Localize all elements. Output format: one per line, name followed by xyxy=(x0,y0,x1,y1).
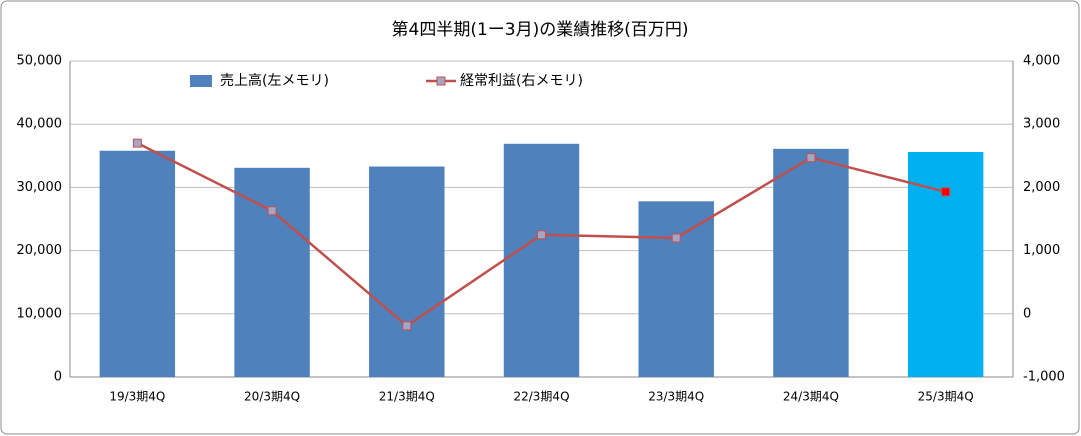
bar xyxy=(234,167,310,377)
bar xyxy=(638,201,714,377)
y2-tick-label: 0 xyxy=(1023,306,1031,321)
bar xyxy=(99,150,176,377)
y2-tick-label: 2,000 xyxy=(1023,180,1060,195)
legend-label: 経常利益(右メモリ) xyxy=(460,73,583,89)
x-tick-label: 19/3期4Q xyxy=(109,390,165,404)
marker xyxy=(806,153,816,163)
marker xyxy=(132,138,142,148)
marker xyxy=(941,187,951,197)
y2-tick-label: 1,000 xyxy=(1023,243,1060,258)
y-tick-label: 20,000 xyxy=(17,243,63,258)
legend-swatch xyxy=(436,76,446,86)
legend-label: 売上高(左メモリ) xyxy=(220,72,329,89)
x-tick-label: 22/3期4Q xyxy=(513,390,569,404)
x-tick-label: 23/3期4Q xyxy=(648,390,704,404)
y-tick-label: 50,000 xyxy=(17,54,63,69)
x-tick-label: 20/3期4Q xyxy=(244,390,300,404)
y2-tick-label: 3,000 xyxy=(1023,117,1060,132)
marker xyxy=(267,206,277,216)
y-tick-label: 0 xyxy=(54,370,62,385)
y-tick-label: 40,000 xyxy=(17,117,63,132)
marker xyxy=(671,233,681,243)
bar xyxy=(369,166,445,377)
y2-tick-label: 4,000 xyxy=(1023,54,1060,69)
marker xyxy=(402,321,412,331)
x-tick-label: 25/3期4Q xyxy=(918,390,974,404)
bar xyxy=(773,148,849,377)
legend-swatch xyxy=(190,75,212,87)
y-tick-label: 10,000 xyxy=(17,306,63,321)
marker xyxy=(537,230,546,240)
y2-tick-label: -1,000 xyxy=(1023,370,1065,385)
y-tick-label: 30,000 xyxy=(17,180,63,195)
x-tick-label: 24/3期4Q xyxy=(783,390,839,404)
bar xyxy=(503,143,580,377)
chart-title: 第4四半期(1ー3月)の業績推移(百万円) xyxy=(392,20,689,40)
x-tick-label: 21/3期4Q xyxy=(379,390,435,404)
